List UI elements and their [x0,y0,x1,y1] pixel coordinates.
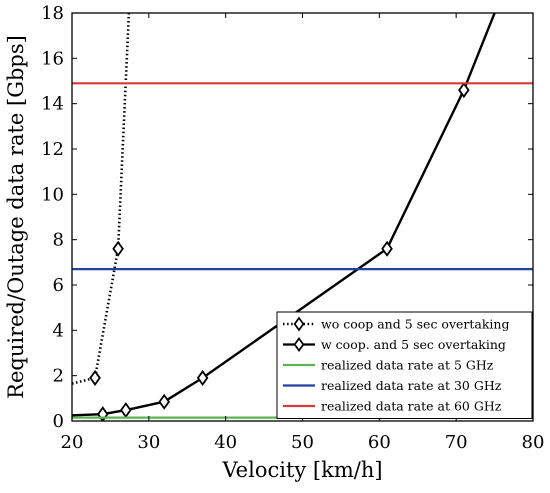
data-point-marker [89,369,101,386]
legend-label: realized data rate at 60 GHz [321,399,502,414]
x-tick-label: 40 [214,432,237,453]
y-tick-label: 10 [41,184,64,205]
data-point-marker [196,369,209,386]
x-axis-label: Velocity [km/h] [221,458,382,482]
legend-item: w coop. and 5 sec overtaking [283,337,506,352]
legend-label: w coop. and 5 sec overtaking [321,337,506,352]
y-tick-label: 16 [41,48,64,69]
legend-marker [293,316,305,332]
data-point-marker [112,240,124,257]
data-point-marker [158,393,170,410]
legend-label: realized data rate at 5 GHz [321,358,494,373]
legend-label: realized data rate at 30 GHz [321,378,502,393]
data-point-marker [381,240,393,257]
y-tick-label: 8 [53,230,64,251]
legend-box [276,311,533,419]
x-tick-label: 30 [137,432,160,453]
y-tick-label: 2 [53,366,64,387]
legend: wo coop and 5 sec overtaking w coop. and … [276,311,533,419]
legend-item: realized data rate at 5 GHz [283,358,494,373]
legend-item: wo coop and 5 sec overtaking [283,317,509,332]
legend-item: realized data rate at 60 GHz [283,399,502,414]
x-tick-label: 50 [291,432,314,453]
y-axis-label: Required/Outage data rate [Gbps] [4,35,28,399]
y-tick-label: 4 [53,320,64,341]
y-tick-label: 18 [41,3,64,24]
y-tick-label: 14 [41,94,64,115]
x-tick-label: 20 [61,432,84,453]
legend-label: wo coop and 5 sec overtaking [321,317,509,332]
data-point-marker [458,82,470,99]
x-tick-label: 60 [368,432,391,453]
y-tick-label: 12 [41,139,64,160]
y-tick-label: 6 [53,275,64,296]
y-tick-label: 0 [53,411,64,432]
x-tick-label: 80 [522,432,545,453]
legend-item: realized data rate at 30 GHz [283,378,502,393]
legend-marker [293,337,305,352]
x-tick-label: 70 [445,432,468,453]
